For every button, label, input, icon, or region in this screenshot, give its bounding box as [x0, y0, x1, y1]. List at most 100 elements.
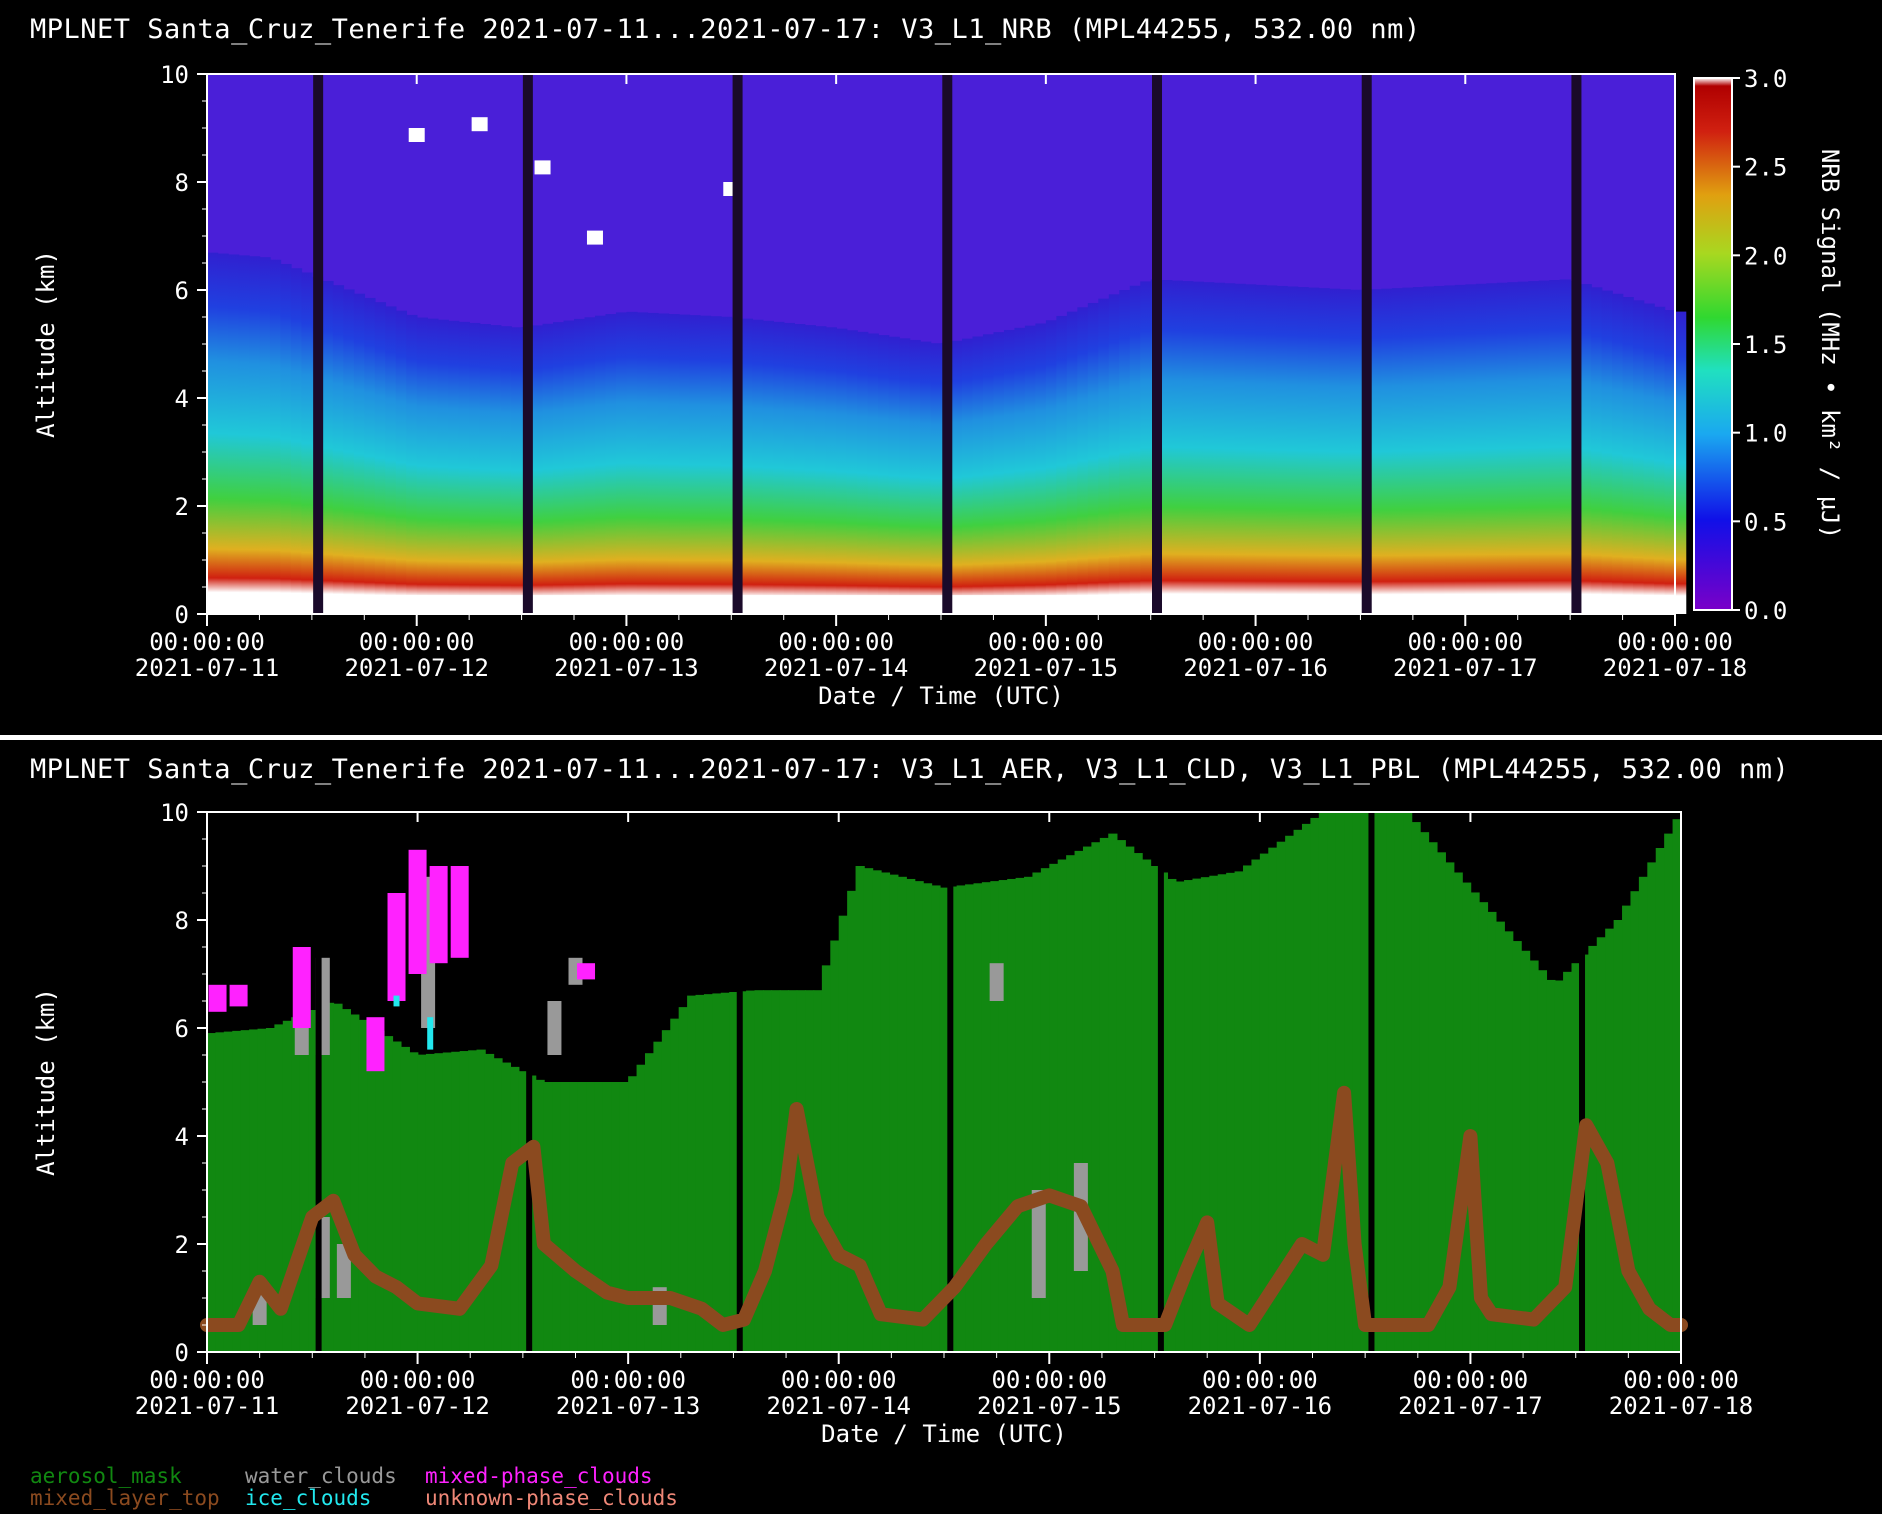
aerosol-mask-column	[543, 1082, 554, 1352]
aerosol-mask-column	[1007, 878, 1017, 1352]
nrb-y-tick-label: 10	[160, 61, 189, 89]
nrb-signal-column	[1308, 287, 1320, 614]
aerosol-mask-column	[1360, 812, 1371, 1352]
nrb-signal-column	[332, 285, 345, 614]
aerosol-mask-column	[754, 990, 764, 1352]
mixed-phase-cloud-patch	[577, 963, 596, 980]
mask-x-tick-date: 2021-07-14	[766, 1392, 911, 1420]
nrb-signal-column	[647, 312, 659, 614]
aerosol-mask-column	[577, 1082, 587, 1352]
nrb-signal-column	[406, 314, 418, 614]
aerosol-mask-column	[863, 868, 874, 1352]
aerosol-mask-column	[468, 1050, 478, 1352]
nrb-signal-column	[437, 319, 449, 614]
mask-y-tick-label: 8	[175, 907, 189, 935]
mask-x-axis-label: Date / Time (UTC)	[821, 1420, 1067, 1448]
mask-x-tick-date: 2021-07-18	[1609, 1392, 1754, 1420]
aerosol-mask-column	[653, 1041, 663, 1352]
aerosol-mask-column	[1512, 941, 1522, 1352]
nrb-signal-column	[1580, 284, 1592, 614]
aerosol-mask-column	[813, 990, 823, 1352]
aerosol-mask-column	[1024, 876, 1034, 1352]
nrb-data-gap	[1152, 74, 1163, 614]
aerosol-mask-column	[367, 1025, 377, 1352]
aerosol-mask-column	[880, 872, 891, 1352]
nrb-signal-column	[374, 302, 387, 614]
nrb-signal-column	[888, 336, 900, 614]
legend-mixed-layer-top: mixed_layer_top	[30, 1486, 220, 1510]
nrb-signal-column	[1108, 294, 1121, 614]
aerosol-mask-column	[1251, 859, 1261, 1352]
mixed-phase-cloud-patch	[429, 866, 448, 964]
nrb-signal-column	[626, 311, 638, 614]
nrb-signal-column	[553, 322, 565, 614]
nrb-signal-column	[909, 339, 921, 614]
nrb-signal-column	[1077, 307, 1089, 614]
mask-data-gap	[315, 812, 322, 1352]
nrb-signal-column	[1412, 287, 1425, 614]
nrb-signal-column	[227, 254, 240, 614]
nrb-signal-column	[867, 333, 879, 614]
aerosol-mask-column	[1150, 866, 1160, 1352]
nrb-signal-column	[259, 257, 271, 614]
nrb-signal-column	[1035, 323, 1047, 614]
nrb-signal-column	[605, 314, 617, 614]
nrb-signal-column	[500, 326, 512, 614]
nrb-signal-column	[993, 332, 1005, 614]
mixed-phase-cloud-patch	[292, 947, 311, 1028]
aerosol-mask-column	[1318, 812, 1329, 1352]
aerosol-mask-column	[383, 1036, 394, 1352]
nrb-signal-column	[1528, 281, 1540, 614]
nrb-y-tick-label: 8	[175, 169, 189, 197]
nrb-x-tick-time: 00:00:00	[1198, 628, 1314, 656]
nrb-signal-column	[846, 330, 858, 614]
nrb-signal-column	[961, 338, 974, 614]
aerosol-mask-column	[1217, 874, 1227, 1352]
aerosol-mask-column	[1445, 862, 1455, 1352]
aerosol-mask-column	[611, 1082, 621, 1352]
mask-x-tick-date: 2021-07-15	[977, 1392, 1122, 1420]
nrb-signal-column	[574, 318, 586, 614]
nrb-signal-column	[899, 338, 911, 614]
aerosol-mask-column	[1537, 970, 1548, 1352]
aerosol-mask-column	[459, 1051, 469, 1352]
nrb-x-tick-date: 2021-07-12	[344, 654, 489, 682]
nrb-signal-column	[1381, 288, 1393, 614]
aerosol-mask-column	[1487, 911, 1497, 1352]
aerosol-mask-column	[1066, 855, 1076, 1352]
nrb-colorbar-tick-label: 2.5	[1744, 154, 1787, 182]
mask-data-gap	[1368, 812, 1375, 1352]
nrb-title: MPLNET Santa_Cruz_Tenerife 2021-07-11...…	[30, 14, 1421, 45]
aerosol-mask-column	[1664, 833, 1674, 1352]
mask-x-tick-date: 2021-07-11	[135, 1392, 280, 1420]
nrb-signal-column	[1496, 282, 1509, 614]
aerosol-mask-column	[1268, 847, 1278, 1352]
nrb-signal-column	[1119, 290, 1131, 614]
aerosol-mask-column	[670, 1018, 680, 1352]
aerosol-mask-column	[291, 1017, 301, 1352]
nrb-signal-column	[741, 318, 754, 614]
aerosol-mask-column	[442, 1052, 453, 1352]
nrb-cloud-patch	[534, 160, 551, 175]
nrb-signal-column	[1475, 283, 1488, 614]
aerosol-mask-column	[1175, 881, 1185, 1352]
aerosol-mask-column	[1495, 921, 1505, 1352]
aerosol-mask-column	[1554, 980, 1564, 1352]
mixed-layer-top-line	[200, 1085, 1688, 1332]
nrb-signal-column	[1402, 287, 1414, 614]
mask-x-tick-date: 2021-07-12	[345, 1392, 490, 1420]
aerosol-mask-column	[569, 1082, 579, 1352]
nrb-signal-column	[762, 320, 775, 614]
nrb-signal-column	[532, 325, 544, 614]
mask-data-gap	[1157, 812, 1164, 1352]
nrb-signal-column	[668, 314, 680, 614]
nrb-x-tick-time: 00:00:00	[1617, 628, 1733, 656]
nrb-signal-column	[1454, 284, 1467, 614]
aerosol-mask-column	[1647, 862, 1657, 1352]
nrb-signal-column	[1276, 285, 1288, 614]
aerosol-mask-column	[1478, 902, 1489, 1352]
nrb-signal-column	[385, 306, 397, 614]
aerosol-mask-column	[1040, 868, 1051, 1352]
mask-panel: MPLNET Santa_Cruz_Tenerife 2021-07-11...…	[0, 740, 1882, 1514]
nrb-signal-column	[1245, 284, 1257, 614]
